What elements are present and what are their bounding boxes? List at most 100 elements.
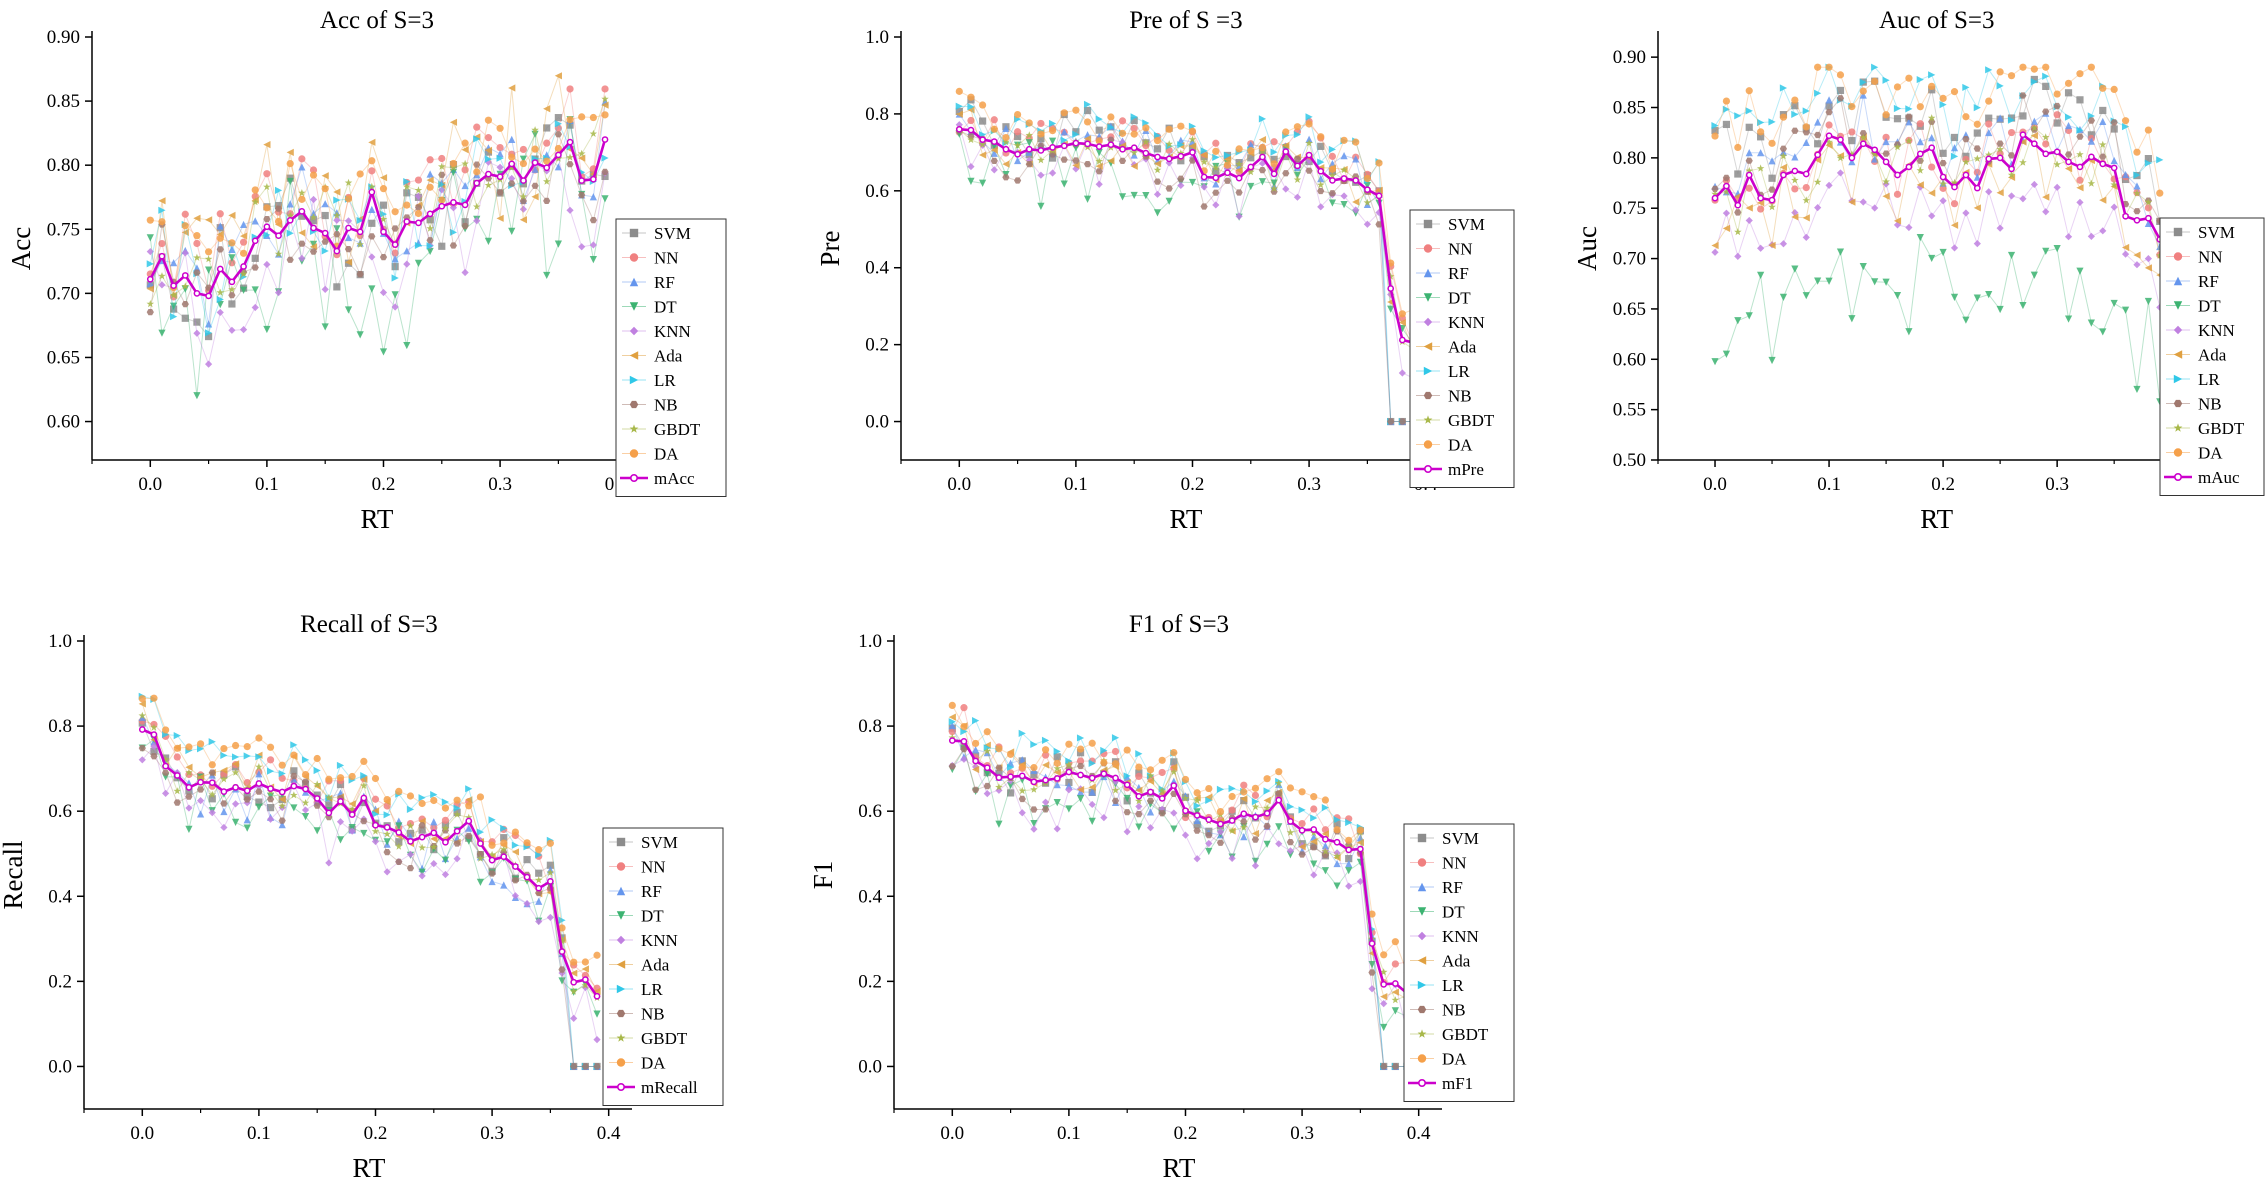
data-point-nb (1107, 136, 1115, 143)
data-point-knn (519, 205, 528, 213)
data-point-knn (1711, 248, 1719, 256)
data-point-dt (1333, 882, 1341, 890)
data-point-lr (1950, 152, 1959, 160)
data-point-gbdt (500, 845, 508, 853)
data-point-ada (368, 138, 376, 146)
data-point-ada (1973, 204, 1981, 212)
data-point-gbdt (577, 149, 586, 157)
data-point-nn (243, 779, 251, 787)
legend-marker-rf (1423, 268, 1433, 278)
data-point-nb (2133, 208, 2141, 215)
series-line-rf (141, 717, 597, 1067)
data-point-dt (426, 247, 434, 256)
mean-data-point (298, 207, 306, 215)
legend-marker-nn (629, 253, 639, 262)
data-point-gbdt (1200, 158, 1208, 166)
data-point-ada (228, 211, 236, 219)
data-point-dt (519, 155, 528, 163)
data-point-nn (441, 816, 450, 824)
data-point-gbdt (1722, 187, 1731, 196)
data-point-gbdt (967, 136, 975, 144)
legend-label: KNN (641, 931, 678, 950)
data-point-da (2099, 84, 2107, 92)
chart-title: Auc of S=3 (1879, 7, 1994, 34)
data-point-knn (438, 186, 446, 194)
mean-data-point (1154, 153, 1161, 161)
data-point-ada (1814, 156, 1822, 164)
data-point-nb (1768, 186, 1776, 193)
data-point-knn (2121, 250, 2130, 258)
mean-data-point (983, 764, 991, 772)
data-point-lr (967, 103, 975, 111)
legend-marker-knn (2173, 325, 2183, 335)
data-point-dt (1768, 356, 1776, 365)
data-point-nb (321, 238, 329, 245)
data-point-dt (2110, 299, 2118, 308)
data-point-da (1305, 120, 1313, 128)
y-tick-label: 0.80 (1613, 148, 1646, 169)
data-point-nb (1791, 127, 1799, 134)
data-point-dt (1275, 823, 1283, 831)
data-point-rf (1825, 96, 1833, 104)
data-point-dt (465, 837, 473, 845)
data-point-rf (2110, 156, 2118, 165)
mean-data-point (1212, 174, 1220, 182)
data-point-da (1836, 71, 1845, 79)
data-point-nn (1745, 184, 1753, 192)
data-point-gbdt (995, 783, 1003, 791)
data-point-rf (1002, 124, 1010, 132)
data-point-gbdt (1893, 143, 1902, 151)
mean-data-point (1962, 171, 1970, 179)
data-point-ada (465, 796, 473, 804)
data-point-gbdt (978, 140, 987, 148)
data-point-knn (1745, 216, 1753, 225)
mean-data-point (1130, 144, 1138, 152)
data-point-da (1025, 119, 1033, 127)
data-point-rf (243, 816, 251, 824)
data-point-da (1275, 768, 1283, 776)
mean-line (959, 128, 1415, 344)
data-point-knn (1170, 809, 1178, 817)
data-point-ada (193, 214, 201, 222)
data-point-ada (484, 146, 493, 154)
legend-marker-knn (616, 935, 626, 945)
data-point-lr (1200, 147, 1208, 155)
data-point-svm (228, 300, 236, 308)
data-point-nn (960, 704, 968, 712)
mean-data-point (450, 199, 457, 206)
legend-label: NB (1448, 387, 1472, 406)
data-point-gbdt (2030, 124, 2039, 132)
data-point-ada (2133, 251, 2141, 259)
data-point-lr (1006, 763, 1015, 771)
data-point-da (274, 217, 283, 226)
data-point-lr (955, 102, 963, 110)
data-point-dt (1985, 291, 1993, 299)
data-point-dt (321, 323, 329, 331)
data-point-knn (196, 796, 205, 805)
mean-data-point (337, 798, 344, 805)
mean-data-point (1123, 781, 1131, 789)
data-point-da (2007, 72, 2016, 80)
data-point-lr (1095, 115, 1103, 123)
legend-label: NN (1448, 240, 1473, 259)
data-point-da (1973, 120, 1981, 128)
mean-data-point (1065, 768, 1073, 776)
series-da (955, 87, 1418, 318)
data-point-da (1270, 160, 1278, 168)
data-point-knn (2030, 180, 2038, 189)
data-point-lr (438, 180, 446, 189)
series-line-nn (149, 88, 606, 298)
mean-data-point (208, 779, 216, 787)
data-point-gbdt (1146, 771, 1155, 779)
data-point-lr (1018, 729, 1026, 737)
data-point-svm (500, 834, 508, 842)
data-point-dt (2007, 251, 2016, 260)
data-point-gbdt (2133, 189, 2141, 197)
data-point-gbdt (1263, 804, 1271, 812)
data-point-rf (278, 821, 286, 829)
legend-marker-lr (1417, 980, 1427, 990)
series-line-gbdt (952, 737, 1408, 1001)
data-point-nb (426, 237, 434, 244)
data-point-nn (1973, 168, 1981, 177)
data-point-lr (263, 231, 271, 239)
